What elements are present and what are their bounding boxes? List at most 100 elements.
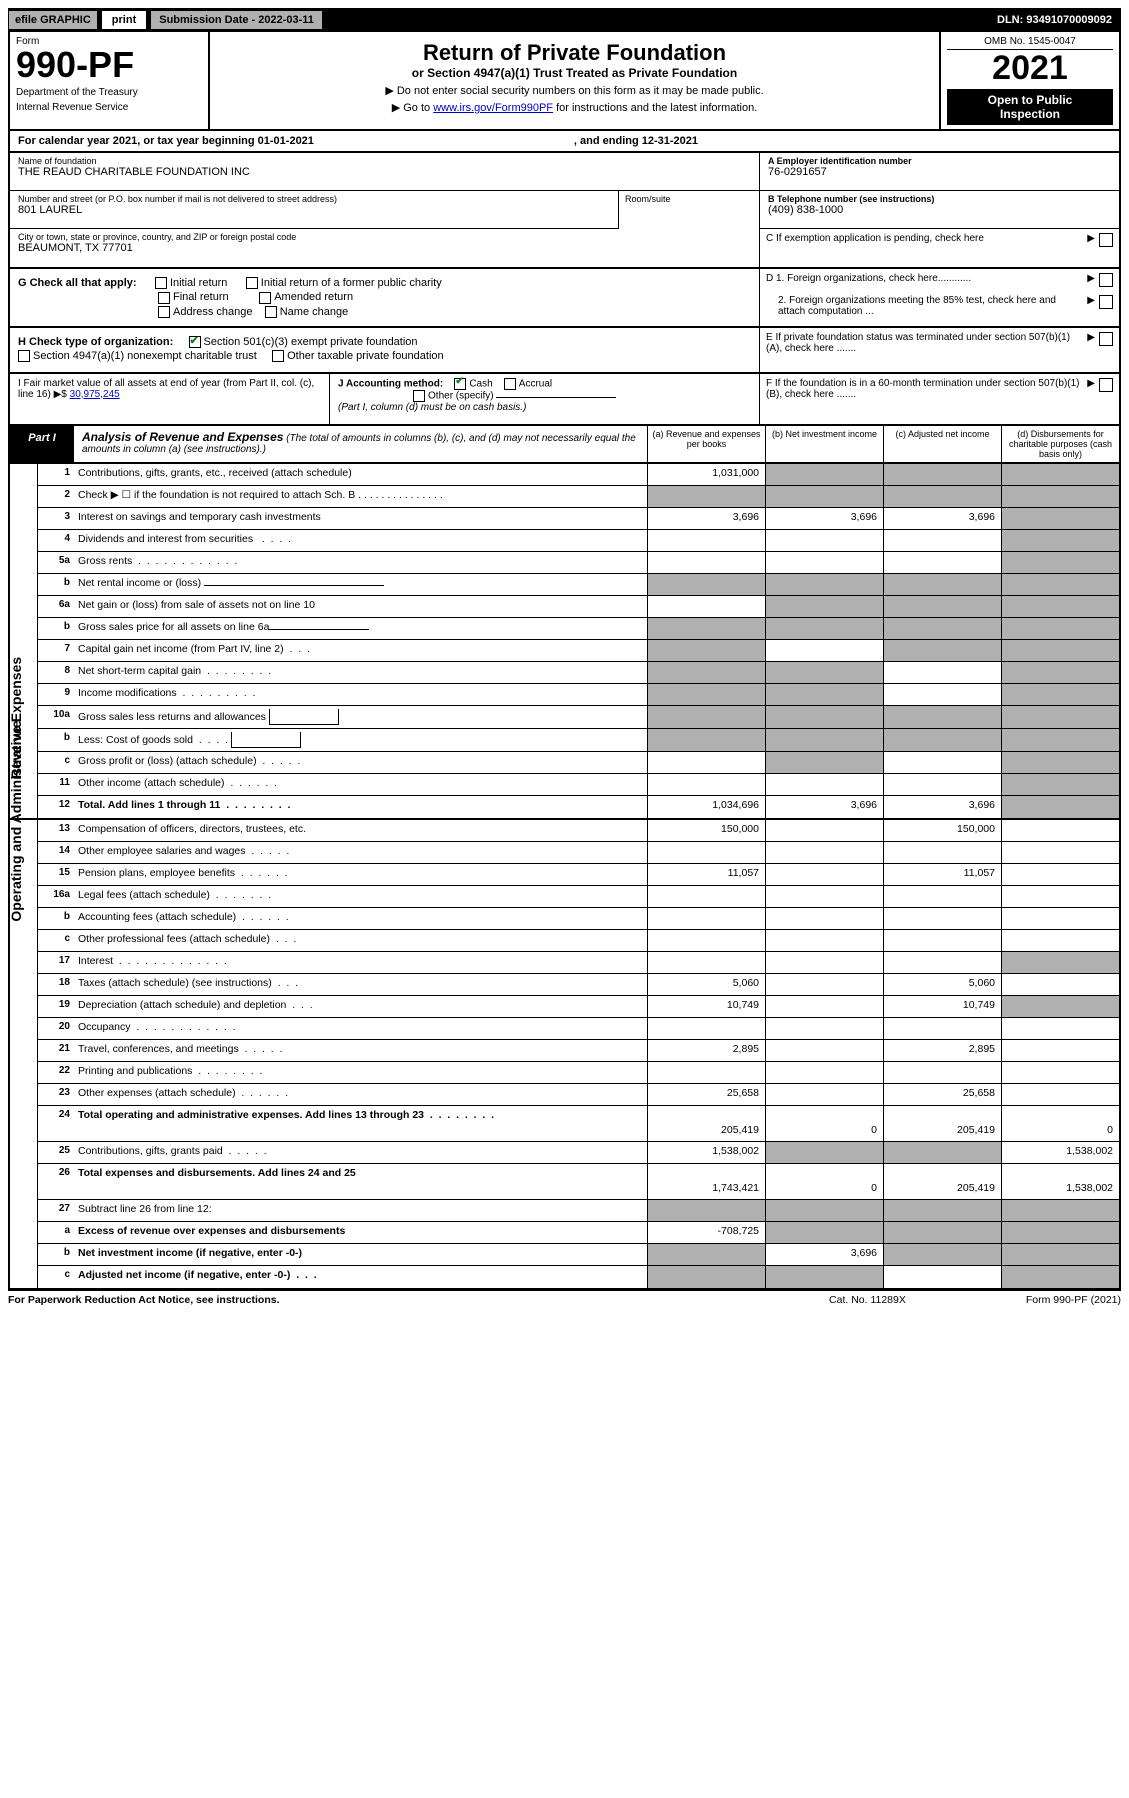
r21-b bbox=[765, 1040, 883, 1061]
row-27a: a Excess of revenue over expenses and di… bbox=[38, 1222, 1119, 1244]
footer-right: Form 990-PF (2021) bbox=[1026, 1294, 1121, 1306]
row-5b: b Net rental income or (loss) bbox=[38, 574, 1119, 596]
r10c-b bbox=[765, 752, 883, 773]
j-other-input[interactable] bbox=[496, 397, 616, 398]
r1-b bbox=[765, 464, 883, 485]
g-name-checkbox[interactable] bbox=[265, 306, 277, 318]
r27a-d bbox=[1001, 1222, 1119, 1243]
r18-num: 18 bbox=[38, 974, 74, 995]
i-amount: 30,975,245 bbox=[70, 389, 120, 400]
r25-desc: Contributions, gifts, grants paid . . . … bbox=[74, 1142, 647, 1163]
phone-cell: B Telephone number (see instructions) (4… bbox=[760, 191, 1119, 229]
r18-b bbox=[765, 974, 883, 995]
row-10c: c Gross profit or (loss) (attach schedul… bbox=[38, 752, 1119, 774]
r10b-box[interactable] bbox=[231, 732, 301, 748]
r15-text: Pension plans, employee benefits bbox=[78, 867, 235, 879]
r18-desc: Taxes (attach schedule) (see instruction… bbox=[74, 974, 647, 995]
r1-d bbox=[1001, 464, 1119, 485]
ein-label: A Employer identification number bbox=[768, 156, 1111, 166]
r7-c bbox=[883, 640, 1001, 661]
d2-checkbox[interactable] bbox=[1099, 295, 1113, 309]
r10c-d bbox=[1001, 752, 1119, 773]
r23-desc: Other expenses (attach schedule) . . . .… bbox=[74, 1084, 647, 1105]
h-other-checkbox[interactable] bbox=[272, 350, 284, 362]
h-4947-checkbox[interactable] bbox=[18, 350, 30, 362]
foundation-name-cell: Name of foundation THE REAUD CHARITABLE … bbox=[10, 153, 759, 191]
d1-label: D 1. Foreign organizations, check here..… bbox=[766, 273, 1083, 284]
r6b-num: b bbox=[38, 618, 74, 639]
r6a-a bbox=[647, 596, 765, 617]
revenue-table: Revenue 1 Contributions, gifts, grants, … bbox=[8, 464, 1121, 820]
opex-side-text: Operating and Administrative Expenses bbox=[8, 657, 24, 922]
r16c-num: c bbox=[38, 930, 74, 951]
g-initial-former-checkbox[interactable] bbox=[246, 277, 258, 289]
r27c-text: Adjusted net income (if negative, enter … bbox=[78, 1269, 290, 1281]
j-accrual-checkbox[interactable] bbox=[504, 378, 516, 390]
h-label: H Check type of organization: bbox=[18, 336, 173, 348]
r10b-d bbox=[1001, 729, 1119, 751]
r6b-input[interactable] bbox=[269, 629, 369, 630]
header-left: Form 990-PF Department of the Treasury I… bbox=[10, 32, 210, 129]
arrow-icon: ▶ bbox=[1087, 273, 1095, 284]
r23-d bbox=[1001, 1084, 1119, 1105]
r10a-text: Gross sales less returns and allowances bbox=[78, 710, 266, 722]
r4-a bbox=[647, 530, 765, 551]
row-17: 17 Interest . . . . . . . . . . . . . bbox=[38, 952, 1119, 974]
g-opt4: Amended return bbox=[274, 291, 353, 303]
r19-a: 10,749 bbox=[647, 996, 765, 1017]
r10a-box[interactable] bbox=[269, 709, 339, 725]
print-button[interactable]: print bbox=[101, 10, 147, 30]
r16b-c bbox=[883, 908, 1001, 929]
g-final-checkbox[interactable] bbox=[158, 292, 170, 304]
f-checkbox[interactable] bbox=[1099, 378, 1113, 392]
row-18: 18 Taxes (attach schedule) (see instruct… bbox=[38, 974, 1119, 996]
g-address-checkbox[interactable] bbox=[158, 306, 170, 318]
c-checkbox[interactable] bbox=[1099, 233, 1113, 247]
entity-left: Name of foundation THE REAUD CHARITABLE … bbox=[10, 153, 759, 267]
r26-b: 0 bbox=[765, 1164, 883, 1199]
r5b-num: b bbox=[38, 574, 74, 595]
j-cash-checkbox[interactable] bbox=[454, 378, 466, 390]
r27-b bbox=[765, 1200, 883, 1221]
r5b-input[interactable] bbox=[204, 585, 384, 586]
d1-checkbox[interactable] bbox=[1099, 273, 1113, 287]
g-amended-checkbox[interactable] bbox=[259, 292, 271, 304]
r1-num: 1 bbox=[38, 464, 74, 485]
r7-b bbox=[765, 640, 883, 661]
arrow-icon: ▶ bbox=[1087, 295, 1095, 306]
dept-irs: Internal Revenue Service bbox=[16, 102, 202, 113]
part1-header: Part I Analysis of Revenue and Expenses … bbox=[8, 426, 1121, 464]
instr-link[interactable]: www.irs.gov/Form990PF bbox=[433, 102, 553, 114]
r6b-b bbox=[765, 618, 883, 639]
r7-d bbox=[1001, 640, 1119, 661]
h-501c3-checkbox[interactable] bbox=[189, 336, 201, 348]
row-15: 15 Pension plans, employee benefits . . … bbox=[38, 864, 1119, 886]
r7-num: 7 bbox=[38, 640, 74, 661]
r18-d bbox=[1001, 974, 1119, 995]
r4-b bbox=[765, 530, 883, 551]
r6b-d bbox=[1001, 618, 1119, 639]
j-other-checkbox[interactable] bbox=[413, 390, 425, 402]
r5a-c bbox=[883, 552, 1001, 573]
r15-num: 15 bbox=[38, 864, 74, 885]
ein-cell: A Employer identification number 76-0291… bbox=[760, 153, 1119, 191]
row-10b: b Less: Cost of goods sold . . . . bbox=[38, 729, 1119, 752]
e-checkbox[interactable] bbox=[1099, 332, 1113, 346]
r25-b bbox=[765, 1142, 883, 1163]
r6b-a bbox=[647, 618, 765, 639]
row-1: 1 Contributions, gifts, grants, etc., re… bbox=[38, 464, 1119, 486]
r9-b bbox=[765, 684, 883, 705]
r16b-desc: Accounting fees (attach schedule) . . . … bbox=[74, 908, 647, 929]
street-cell: Number and street (or P.O. box number if… bbox=[10, 191, 619, 229]
r4-c bbox=[883, 530, 1001, 551]
r16b-b bbox=[765, 908, 883, 929]
h-line1: H Check type of organization: Section 50… bbox=[18, 336, 751, 348]
footer-left: For Paperwork Reduction Act Notice, see … bbox=[8, 1294, 280, 1306]
r20-text: Occupancy bbox=[78, 1021, 131, 1033]
r27b-num: b bbox=[38, 1244, 74, 1265]
g-opt1: Initial return bbox=[170, 277, 227, 289]
r16a-b bbox=[765, 886, 883, 907]
r22-a bbox=[647, 1062, 765, 1083]
g-initial-checkbox[interactable] bbox=[155, 277, 167, 289]
r14-num: 14 bbox=[38, 842, 74, 863]
